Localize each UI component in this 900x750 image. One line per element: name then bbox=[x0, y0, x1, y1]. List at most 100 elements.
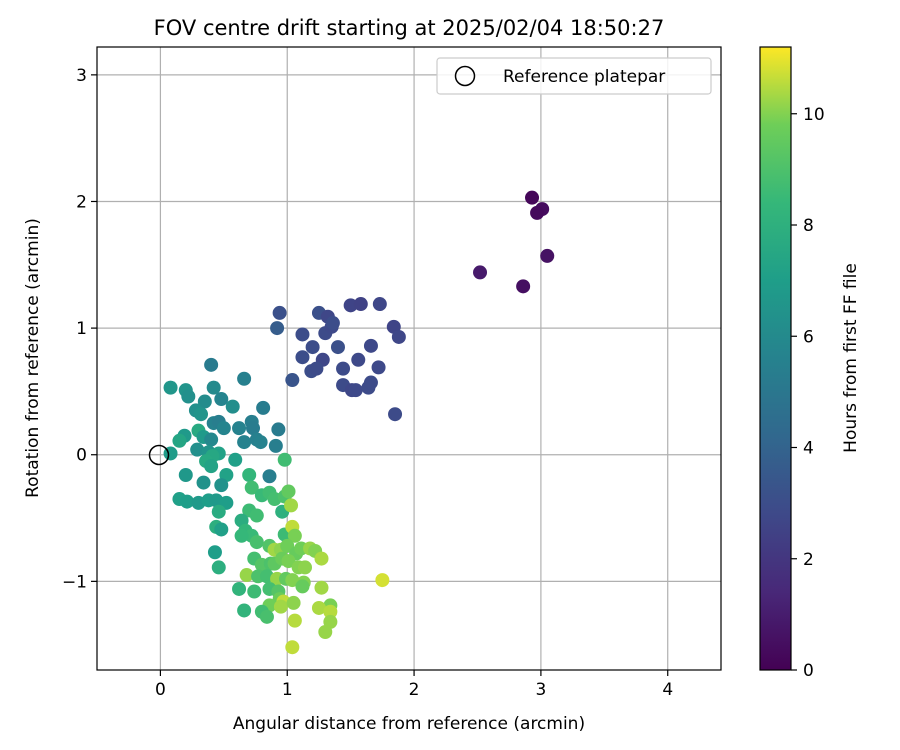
data-point bbox=[259, 609, 274, 624]
data-point bbox=[232, 581, 247, 596]
data-point bbox=[163, 380, 178, 395]
data-point bbox=[363, 338, 378, 353]
y-axis: −1 0 1 2 3 bbox=[62, 66, 97, 592]
y-axis-label: Rotation from reference (arcmin) bbox=[23, 218, 43, 498]
x-tick-label: 2 bbox=[409, 680, 420, 700]
data-point bbox=[330, 340, 345, 355]
data-point bbox=[286, 595, 301, 610]
data-point bbox=[228, 452, 243, 467]
data-point bbox=[540, 248, 555, 263]
data-point bbox=[295, 350, 310, 365]
data-point bbox=[214, 392, 229, 407]
data-point bbox=[516, 279, 531, 294]
data-point bbox=[204, 459, 219, 474]
y-tick-label: 0 bbox=[76, 446, 87, 466]
data-point bbox=[284, 498, 299, 513]
data-point bbox=[197, 394, 212, 409]
data-point bbox=[214, 522, 229, 537]
data-point bbox=[314, 580, 329, 595]
data-point bbox=[204, 357, 219, 372]
x-axis-label: Angular distance from reference (arcmin) bbox=[233, 714, 585, 734]
data-point bbox=[309, 361, 324, 376]
colorbar-tick-label: 8 bbox=[803, 216, 814, 236]
legend-reference-marker bbox=[454, 65, 476, 87]
data-point bbox=[318, 625, 333, 640]
data-point bbox=[323, 604, 338, 619]
data-point bbox=[287, 613, 302, 628]
data-point bbox=[207, 545, 222, 560]
plot-frame bbox=[96, 46, 722, 671]
data-point bbox=[271, 422, 286, 437]
data-point bbox=[256, 400, 271, 415]
x-tick-label: 1 bbox=[282, 680, 293, 700]
data-point bbox=[247, 584, 262, 599]
data-point bbox=[244, 480, 259, 495]
y-tick-label: 3 bbox=[76, 66, 87, 86]
data-point bbox=[325, 316, 340, 331]
data-point bbox=[305, 340, 320, 355]
data-point bbox=[525, 190, 540, 205]
colorbar-gradient bbox=[759, 46, 792, 671]
colorbar-ticks: 0 2 4 6 8 10 bbox=[791, 105, 825, 681]
colorbar-label: Hours from first FF file bbox=[841, 263, 861, 453]
data-point bbox=[249, 508, 264, 523]
x-tick-label: 3 bbox=[535, 680, 546, 700]
data-points bbox=[163, 190, 555, 655]
data-point bbox=[196, 475, 211, 490]
data-point bbox=[262, 469, 277, 484]
x-axis: 0 1 2 3 4 bbox=[155, 670, 673, 700]
data-point bbox=[372, 297, 387, 312]
data-point bbox=[298, 560, 312, 575]
data-point bbox=[530, 205, 545, 220]
data-point bbox=[314, 551, 329, 566]
data-point bbox=[391, 329, 406, 344]
data-point bbox=[311, 600, 326, 615]
chart-title: FOV centre drift starting at 2025/02/04 … bbox=[154, 16, 665, 40]
data-point bbox=[225, 399, 240, 414]
data-point bbox=[246, 421, 260, 436]
reference-platepar-marker bbox=[148, 444, 170, 466]
data-point bbox=[285, 640, 300, 655]
data-point bbox=[353, 297, 368, 312]
legend-label: Reference platepar bbox=[503, 67, 665, 87]
data-point bbox=[336, 361, 351, 376]
data-point bbox=[287, 528, 302, 543]
data-point bbox=[239, 568, 254, 583]
data-point bbox=[285, 373, 300, 388]
x-tick-label: 0 bbox=[155, 680, 166, 700]
data-point bbox=[206, 380, 221, 395]
data-point bbox=[172, 433, 187, 448]
colorbar-tick-label: 4 bbox=[803, 439, 814, 459]
data-point bbox=[285, 573, 300, 588]
data-point bbox=[388, 407, 403, 422]
data-point bbox=[295, 327, 310, 342]
data-point bbox=[295, 579, 310, 594]
data-point bbox=[242, 467, 257, 482]
data-point bbox=[268, 438, 283, 453]
data-point bbox=[277, 452, 292, 467]
data-point bbox=[234, 528, 249, 543]
data-point bbox=[348, 383, 363, 398]
legend-box bbox=[436, 57, 712, 95]
colorbar-tick-label: 2 bbox=[803, 550, 814, 570]
data-point bbox=[181, 389, 196, 404]
data-point bbox=[343, 298, 358, 313]
data-point bbox=[249, 535, 264, 550]
data-point bbox=[272, 305, 287, 320]
y-tick-label: 2 bbox=[76, 192, 87, 212]
data-point bbox=[237, 371, 252, 386]
data-point bbox=[363, 375, 378, 390]
y-tick-label: −1 bbox=[62, 572, 87, 592]
legend: Reference platepar bbox=[436, 57, 712, 95]
grid bbox=[97, 47, 721, 670]
data-point bbox=[211, 504, 226, 519]
data-point bbox=[375, 573, 390, 588]
data-point bbox=[211, 560, 226, 575]
data-point bbox=[180, 494, 195, 509]
data-point bbox=[178, 467, 193, 482]
data-point bbox=[204, 432, 219, 447]
data-point bbox=[194, 407, 208, 422]
colorbar-tick-label: 0 bbox=[803, 661, 814, 681]
data-point bbox=[253, 435, 268, 450]
